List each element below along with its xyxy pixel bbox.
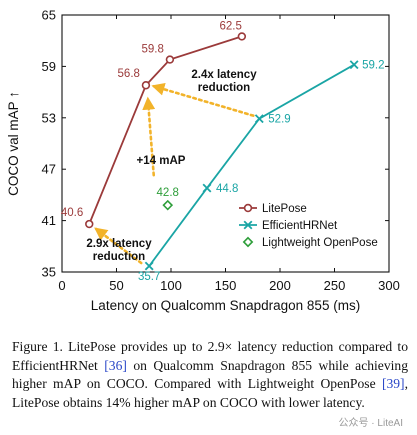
y-tick-label: 41 <box>42 213 56 228</box>
data-point <box>254 114 264 124</box>
x-tick-label: 100 <box>160 278 182 293</box>
data-point <box>202 183 212 193</box>
data-point <box>237 32 247 41</box>
caption-text-2: on Qualcomm Snapdragon 855 while achievi… <box>12 357 409 392</box>
y-tick-label: 53 <box>42 110 56 125</box>
caption-text-1: Figure 1. LitePose provides up to 2.9× l… <box>12 339 408 373</box>
legend-label: LitePose <box>262 203 307 215</box>
data-label: 59.8 <box>142 44 164 56</box>
annotation-text: +14 mAP <box>137 155 186 167</box>
data-label: 62.5 <box>219 20 241 32</box>
legend-label: Lightweight OpenPose <box>262 237 378 249</box>
data-label: 44.8 <box>216 183 238 195</box>
y-tick-label: 35 <box>42 265 56 280</box>
legend-label: EfficientHRNet <box>262 220 338 232</box>
data-label: 42.8 <box>157 187 179 199</box>
legend-item: Lightweight OpenPose <box>242 236 378 249</box>
figure-caption: Figure 1. LitePose provides up to 2.9× l… <box>12 338 408 412</box>
legend-marker <box>242 236 254 248</box>
caption-text-3: , LitePose obtains 14% higher mAP on COC… <box>12 376 408 410</box>
legend-item: EfficientHRNet <box>239 220 338 232</box>
data-point <box>141 81 151 90</box>
map-gain-arrow <box>142 96 156 177</box>
x-tick-label: 300 <box>378 278 400 293</box>
y-axis-label: COCO val mAP ↑ <box>6 91 21 196</box>
latency-reduction-arrow-bottom <box>94 227 143 265</box>
data-label: 52.9 <box>268 114 290 126</box>
legend-marker <box>243 220 253 230</box>
y-tick-label: 47 <box>42 162 56 177</box>
data-point <box>144 261 154 271</box>
data-point <box>85 219 94 229</box>
legend-marker <box>243 203 253 213</box>
x-tick-label: 50 <box>109 278 123 293</box>
x-tick-label: 200 <box>269 278 291 293</box>
annotation-text: 2.9x latency reduction <box>86 238 152 263</box>
series-line-litepose <box>88 35 243 225</box>
watermark: 公众号 · LiteAI <box>336 414 405 429</box>
data-label: 35.7 <box>138 271 160 283</box>
data-point <box>162 199 174 211</box>
x-tick-label: 150 <box>215 278 237 293</box>
series-line-efficienthrnet <box>148 63 355 267</box>
x-tick-label: 250 <box>324 278 346 293</box>
citation-link-39[interactable]: [39] <box>381 376 405 391</box>
data-label: 56.8 <box>118 68 140 80</box>
citation-link-36[interactable]: [36] <box>104 357 127 373</box>
data-label: 40.6 <box>61 207 83 219</box>
data-point <box>349 60 359 70</box>
plot-frame <box>61 14 390 273</box>
legend-item: LitePose <box>239 203 307 215</box>
y-tick-label: 59 <box>42 59 56 74</box>
x-axis-label: Latency on Qualcomm Snapdragon 855 (ms) <box>91 298 360 313</box>
y-tick-label: 65 <box>42 8 56 23</box>
x-tick-label: 0 <box>58 278 65 293</box>
data-label: 59.2 <box>362 60 384 72</box>
annotation-text: 2.4x latency reduction <box>191 69 257 94</box>
latency-reduction-arrow-top <box>151 82 255 117</box>
data-point <box>165 55 175 64</box>
